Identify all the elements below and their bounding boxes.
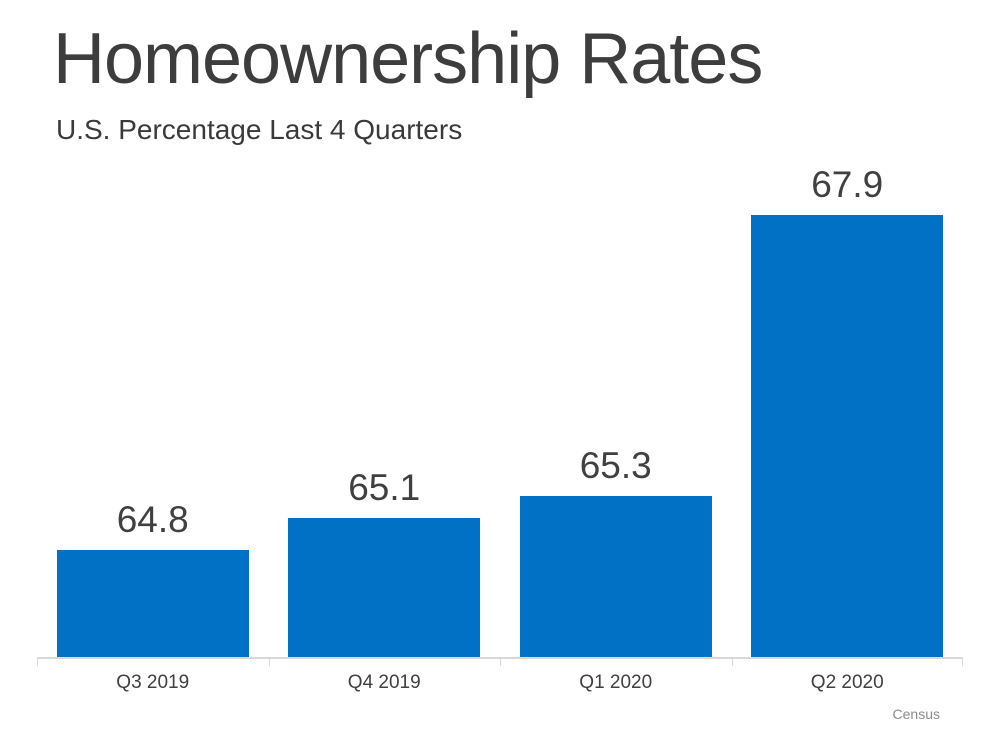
- bar-value-label: 67.9: [811, 163, 884, 205]
- x-axis-label-q4-2019: Q4 2019: [347, 672, 421, 693]
- x-axis-line: [37, 657, 963, 666]
- x-axis-tick: [962, 659, 963, 666]
- plot-area: 64.8 65.1 65.3 67.9: [37, 150, 963, 658]
- bar-group-q1-2020: 65.3: [500, 150, 732, 658]
- bar-q2-2020: [751, 214, 944, 658]
- bar-value-label: 65.3: [579, 444, 652, 486]
- bar-group-q3-2019: 64.8: [37, 150, 269, 658]
- x-axis-labels: Q3 2019 Q4 2019 Q1 2020 Q2 2020: [37, 672, 963, 694]
- bar-group-q2-2020: 67.9: [732, 150, 964, 658]
- source-label: Census: [892, 706, 940, 722]
- chart-title: Homeownership Rates: [53, 19, 763, 99]
- bar-value-label: 64.8: [116, 498, 189, 540]
- bar-q1-2020: [519, 495, 712, 658]
- x-axis-tick: [268, 659, 270, 666]
- x-axis-tick: [731, 659, 733, 666]
- bar-group-q4-2019: 65.1: [269, 150, 501, 658]
- bar-q3-2019: [56, 549, 249, 658]
- bar-value-label: 65.1: [348, 466, 421, 508]
- x-axis-tick: [37, 659, 38, 666]
- x-axis-label-q2-2020: Q2 2020: [810, 672, 884, 693]
- x-axis-tick: [500, 659, 501, 666]
- bar-q4-2019: [288, 517, 481, 658]
- chart-subtitle: U.S. Percentage Last 4 Quarters: [56, 114, 463, 145]
- x-axis-label-q3-2019: Q3 2019: [116, 672, 190, 693]
- x-axis-label-q1-2020: Q1 2020: [579, 672, 653, 693]
